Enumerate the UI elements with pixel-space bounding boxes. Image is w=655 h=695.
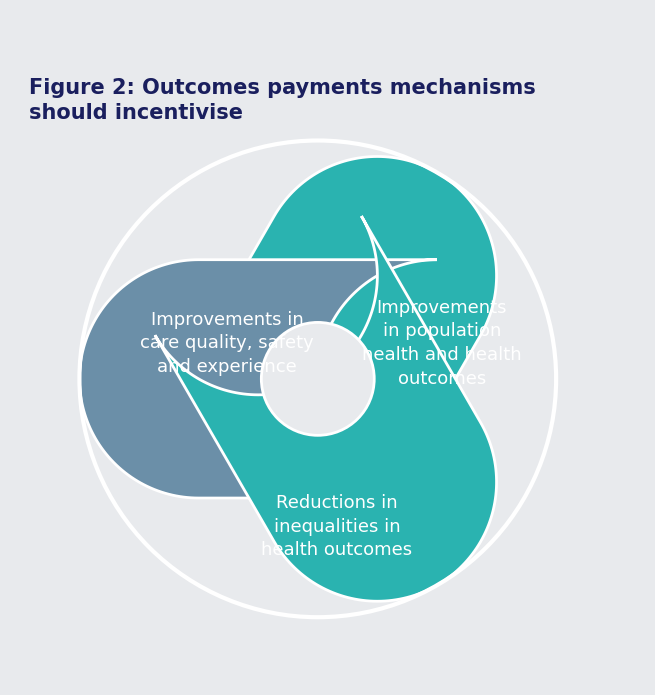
Text: Reductions in
inequalities in
health outcomes: Reductions in inequalities in health out…: [261, 494, 413, 559]
Text: Figure 2: Outcomes payments mechanisms
should incentivise: Figure 2: Outcomes payments mechanisms s…: [29, 78, 536, 122]
Text: Improvements
in population
health and health
outcomes: Improvements in population health and he…: [362, 299, 521, 388]
PathPatch shape: [155, 216, 496, 601]
Circle shape: [261, 322, 374, 435]
PathPatch shape: [155, 156, 496, 541]
PathPatch shape: [79, 260, 437, 498]
Text: Improvements in
care quality, safety
and experience: Improvements in care quality, safety and…: [140, 311, 314, 376]
